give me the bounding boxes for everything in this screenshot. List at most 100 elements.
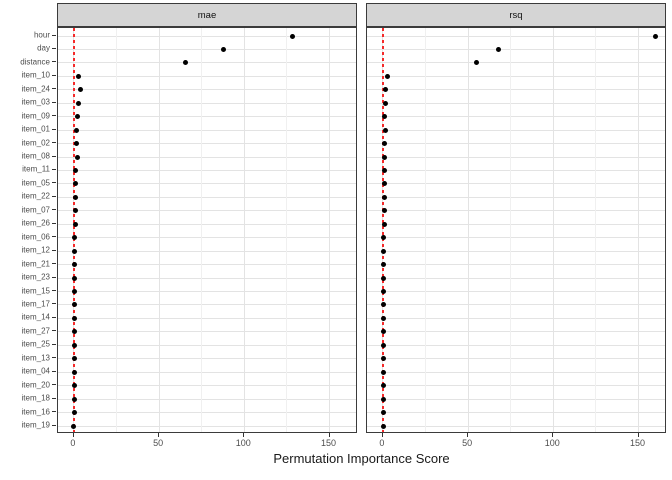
gridline-horizontal — [367, 250, 665, 252]
gridline-horizontal — [367, 425, 665, 427]
gridline-horizontal — [58, 398, 356, 400]
gridline-horizontal — [58, 196, 356, 198]
y-tick-mark — [52, 384, 56, 386]
y-tick-label: item_09 — [21, 111, 50, 121]
x-tick-mark — [158, 433, 160, 437]
x-tick-label: 150 — [321, 438, 337, 448]
data-point — [381, 315, 387, 321]
gridline-horizontal — [367, 48, 665, 50]
y-tick-mark — [52, 397, 56, 399]
y-tick-label: item_16 — [21, 407, 50, 417]
data-point — [381, 194, 387, 200]
data-point — [381, 235, 387, 241]
y-tick-mark — [52, 357, 56, 359]
gridline-vertical-major — [329, 28, 331, 432]
gridline-horizontal — [58, 129, 356, 131]
data-point — [72, 315, 78, 321]
data-point — [383, 100, 389, 106]
gridline-horizontal — [58, 304, 356, 306]
data-point — [474, 60, 480, 66]
data-point — [74, 154, 80, 160]
data-point — [381, 275, 387, 281]
data-point — [381, 356, 387, 362]
data-point — [381, 221, 387, 227]
gridline-vertical-minor — [115, 28, 117, 432]
y-tick-mark — [52, 263, 56, 265]
data-point — [289, 33, 295, 39]
gridline-horizontal — [58, 183, 356, 185]
y-tick-mark — [52, 411, 56, 413]
gridline-horizontal — [58, 291, 356, 293]
reference-line — [73, 28, 75, 432]
data-point — [383, 87, 389, 93]
y-tick-mark — [52, 155, 56, 157]
x-tick-label: 50 — [153, 438, 164, 448]
data-point — [381, 208, 387, 214]
data-point — [72, 194, 78, 200]
y-tick-label: item_24 — [21, 84, 50, 94]
data-point — [653, 33, 659, 39]
y-tick-label: item_03 — [21, 97, 50, 107]
gridline-horizontal — [58, 237, 356, 239]
gridline-horizontal — [58, 62, 356, 64]
y-tick-mark — [52, 370, 56, 372]
gridline-horizontal — [58, 277, 356, 279]
data-point — [72, 302, 78, 308]
gridline-vertical-major — [243, 28, 245, 432]
x-tick-mark — [328, 433, 330, 437]
y-tick-label: item_12 — [21, 245, 50, 255]
gridline-vertical-minor — [201, 28, 203, 432]
gridline-horizontal — [58, 35, 356, 37]
gridline-horizontal — [58, 89, 356, 91]
data-point — [381, 383, 387, 389]
data-point — [381, 302, 387, 308]
gridline-horizontal — [58, 425, 356, 427]
y-tick-mark — [52, 330, 56, 332]
data-point — [72, 275, 78, 281]
data-point — [72, 289, 78, 295]
y-tick-mark — [52, 303, 56, 305]
data-point — [71, 396, 77, 402]
gridline-horizontal — [58, 344, 356, 346]
data-point — [221, 46, 227, 52]
y-tick-label: distance — [20, 57, 50, 67]
gridline-horizontal — [367, 129, 665, 131]
gridline-horizontal — [367, 291, 665, 293]
y-tick-label: item_10 — [21, 70, 50, 80]
y-tick-label: hour — [33, 30, 50, 40]
gridline-horizontal — [367, 75, 665, 77]
data-point — [382, 114, 388, 120]
gridline-horizontal — [58, 116, 356, 118]
data-point — [380, 410, 386, 416]
gridline-horizontal — [58, 169, 356, 171]
gridline-horizontal — [367, 385, 665, 387]
gridline-horizontal — [367, 358, 665, 360]
gridline-vertical-major — [638, 28, 640, 432]
x-tick-label: 0 — [379, 438, 385, 448]
facet-label: rsq — [509, 9, 523, 21]
plot-panel — [366, 27, 666, 433]
data-point — [70, 423, 76, 429]
data-point — [72, 221, 78, 227]
gridline-vertical-minor — [424, 28, 426, 432]
gridline-horizontal — [367, 344, 665, 346]
data-point — [72, 369, 78, 375]
gridline-horizontal — [58, 371, 356, 373]
data-point — [380, 396, 386, 402]
data-point — [72, 356, 78, 362]
gridline-horizontal — [367, 371, 665, 373]
gridline-horizontal — [58, 210, 356, 212]
data-point — [384, 73, 390, 79]
gridline-horizontal — [367, 398, 665, 400]
y-tick-label: item_05 — [21, 178, 50, 188]
y-tick-label: item_06 — [21, 232, 50, 242]
y-tick-mark — [52, 195, 56, 197]
y-tick-mark — [52, 249, 56, 251]
y-tick-mark — [52, 316, 56, 318]
data-point — [381, 167, 387, 173]
y-tick-label: item_25 — [21, 339, 50, 349]
data-point — [381, 329, 387, 335]
y-tick-label: item_23 — [21, 272, 50, 282]
gridline-horizontal — [367, 143, 665, 145]
